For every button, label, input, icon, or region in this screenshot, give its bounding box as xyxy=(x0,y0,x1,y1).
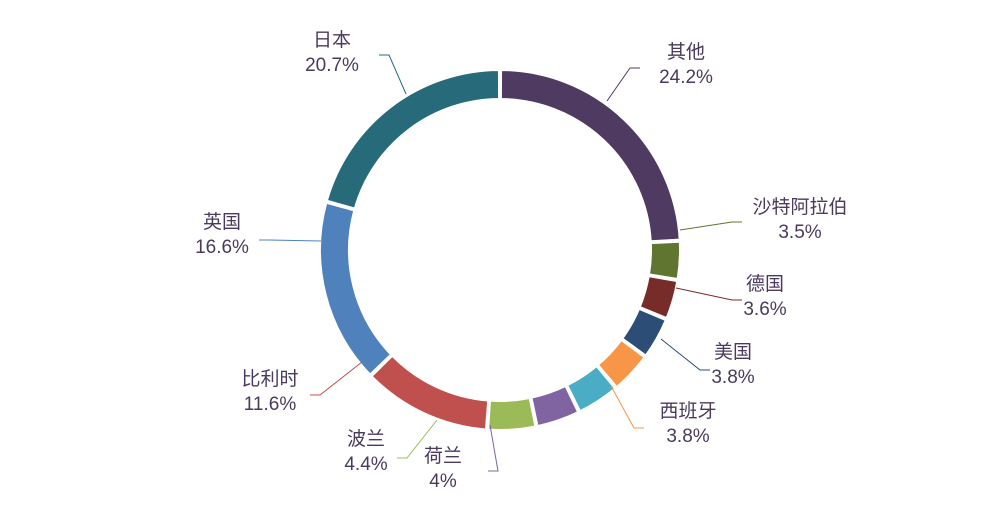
slice-name-label: 荷兰 xyxy=(424,445,462,467)
donut-slice xyxy=(370,354,490,431)
donut-slice xyxy=(530,384,580,428)
donut-slice xyxy=(487,396,537,431)
leader-line xyxy=(488,424,499,472)
slice-name-label: 西班牙 xyxy=(659,400,716,422)
leader-line xyxy=(610,385,644,429)
slice-value-label: 3.5% xyxy=(778,222,821,243)
leader-line xyxy=(397,419,438,459)
donut-slice xyxy=(620,307,668,357)
leader-line xyxy=(259,239,322,242)
leader-line xyxy=(660,338,710,371)
slice-name-label: 比利时 xyxy=(241,368,298,390)
slice-value-label: 3.8% xyxy=(666,426,709,447)
slice-value-label: 20.7% xyxy=(305,55,359,76)
slice-name-label: 美国 xyxy=(714,341,752,363)
slice-value-label: 16.6% xyxy=(195,237,249,258)
leader-line xyxy=(379,54,407,95)
slice-value-label: 11.6% xyxy=(244,394,297,415)
slice-value-label: 24.2% xyxy=(659,67,713,88)
slice-value-label: 4.4% xyxy=(344,454,387,475)
slice-name-label: 英国 xyxy=(203,211,241,233)
leader-line xyxy=(675,287,742,301)
donut-slice xyxy=(596,338,646,389)
donut-slice xyxy=(647,240,681,281)
leader-line xyxy=(606,67,640,102)
donut-slice xyxy=(638,274,679,320)
slice-name-label: 其他 xyxy=(667,41,705,63)
slice-name-label: 日本 xyxy=(313,29,351,51)
slice-value-label: 3.6% xyxy=(743,299,786,320)
slice-name-label: 德国 xyxy=(746,273,784,295)
donut-slice xyxy=(325,68,501,210)
slice-value-label: 4% xyxy=(429,471,457,492)
donut-slice xyxy=(565,364,617,413)
leader-line xyxy=(679,221,742,231)
slice-name-label: 波兰 xyxy=(347,428,385,450)
slice-value-label: 3.8% xyxy=(711,367,754,388)
leader-line xyxy=(310,361,363,396)
donut-slice xyxy=(499,68,681,243)
slice-name-label: 沙特阿拉伯 xyxy=(752,196,847,218)
donut-slice xyxy=(319,201,393,377)
